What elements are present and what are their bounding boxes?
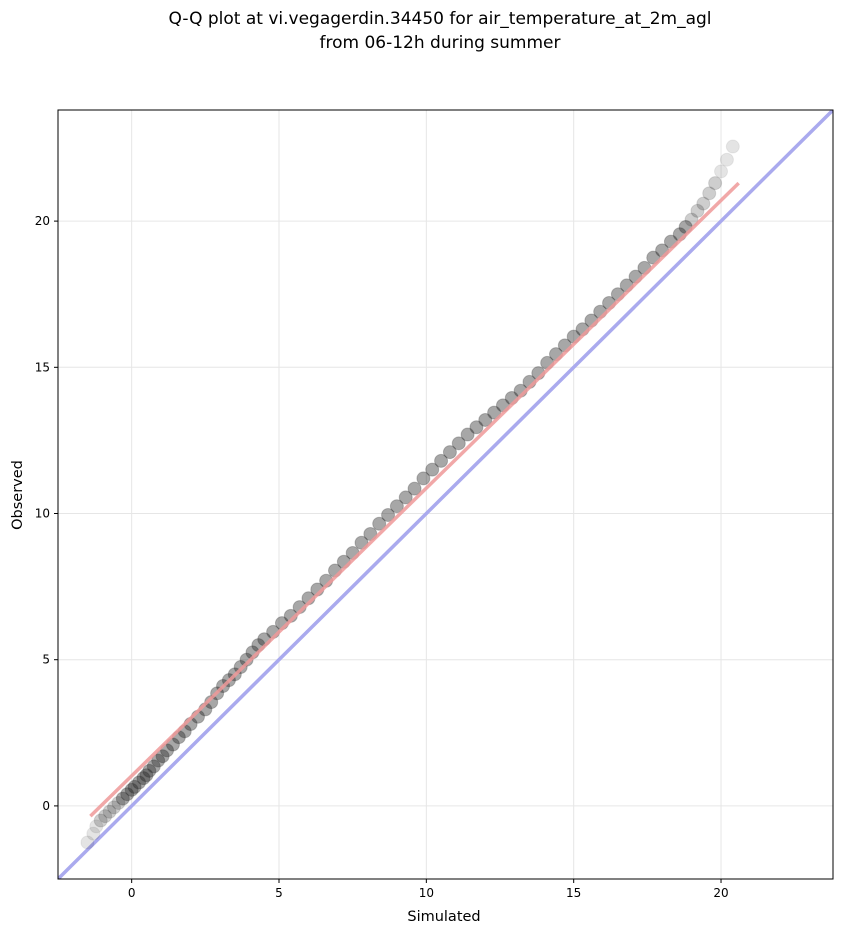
x-tick-label: 0 xyxy=(128,886,136,900)
data-point xyxy=(487,405,502,420)
y-axis-label: Observed xyxy=(10,460,26,530)
plot-area xyxy=(58,110,833,879)
data-point xyxy=(106,800,121,815)
data-point xyxy=(139,768,154,783)
y-tick-label: 10 xyxy=(35,507,50,521)
y-axis-ticks: 0 5 10 15 20 xyxy=(35,214,58,813)
data-point xyxy=(89,819,104,834)
data-point xyxy=(434,453,449,468)
grid xyxy=(58,110,833,879)
data-point xyxy=(696,196,711,211)
data-point xyxy=(155,749,170,764)
data-point xyxy=(714,164,729,179)
chart-title: Q-Q plot at vi.vegagerdin.34450 for air_… xyxy=(168,9,711,29)
data-point xyxy=(111,795,126,810)
data-point xyxy=(80,835,95,850)
chart-subtitle: from 06-12h during summer xyxy=(320,33,561,53)
y-tick-label: 15 xyxy=(35,360,50,374)
data-point xyxy=(160,743,175,758)
x-axis-label: Simulated xyxy=(407,909,480,925)
x-axis-ticks: 0 5 10 15 20 xyxy=(128,879,729,900)
data-point xyxy=(719,152,734,167)
y-tick-label: 0 xyxy=(42,799,50,813)
data-point xyxy=(478,412,493,427)
data-point xyxy=(389,499,404,514)
data-point xyxy=(142,763,157,778)
data-point xyxy=(407,481,422,496)
data-point xyxy=(690,203,705,218)
x-tick-label: 15 xyxy=(566,886,581,900)
data-point xyxy=(98,809,113,824)
y-tick-label: 20 xyxy=(35,214,50,228)
data-point xyxy=(132,775,147,790)
data-point xyxy=(124,782,139,797)
data-point xyxy=(381,507,396,522)
data-point xyxy=(93,813,108,828)
data-point xyxy=(102,804,117,819)
x-tick-label: 20 xyxy=(713,886,728,900)
y-tick-label: 5 xyxy=(42,653,50,667)
data-point xyxy=(425,462,440,477)
data-point xyxy=(416,471,431,486)
data-point xyxy=(702,186,717,201)
data-point xyxy=(136,771,151,786)
data-point xyxy=(451,436,466,451)
fit-line xyxy=(89,181,740,818)
data-points xyxy=(80,139,740,850)
data-point xyxy=(725,139,740,154)
data-point xyxy=(146,759,161,774)
x-tick-label: 5 xyxy=(275,886,283,900)
data-point xyxy=(372,516,387,531)
identity-line xyxy=(58,110,833,879)
data-point xyxy=(442,445,457,460)
data-point xyxy=(127,779,142,794)
plot-frame xyxy=(57,109,834,880)
data-point xyxy=(120,787,135,802)
data-point xyxy=(460,427,475,442)
data-point xyxy=(151,753,166,768)
data-point xyxy=(469,420,484,435)
data-point xyxy=(708,176,723,191)
x-tick-label: 10 xyxy=(419,886,434,900)
data-point xyxy=(398,490,413,505)
data-point xyxy=(86,826,101,841)
data-point xyxy=(115,791,130,806)
data-point xyxy=(684,212,699,227)
